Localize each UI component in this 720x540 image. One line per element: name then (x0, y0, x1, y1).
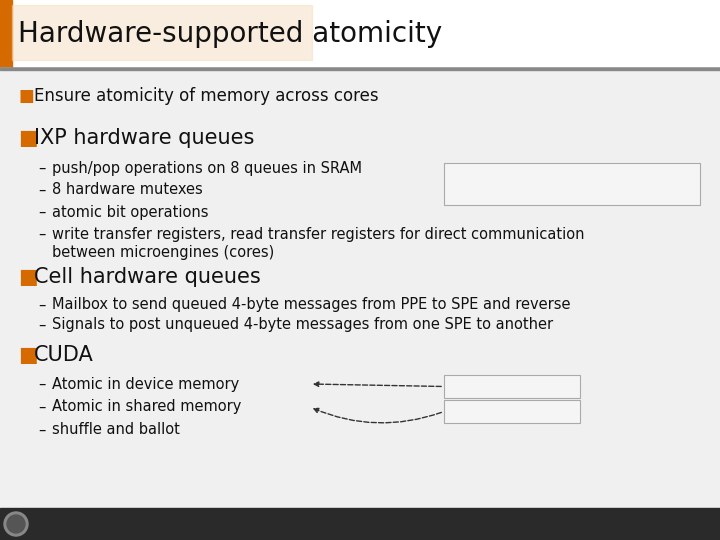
Bar (0, 68, 720, 70)
Text: IXP hardware queues: IXP hardware queues (34, 128, 254, 148)
Text: simula: simula (592, 519, 622, 529)
Text: “push/pop” is badly named:
they are queues, not stacks: “push/pop” is badly named: they are queu… (450, 173, 596, 195)
Text: –: – (38, 318, 45, 333)
Text: ■: ■ (18, 87, 34, 105)
Text: ■: ■ (18, 345, 37, 365)
Text: ■: ■ (18, 267, 37, 287)
Bar (12, 5, 312, 60)
Text: [ simula: [ simula (564, 519, 600, 529)
Bar (444, 375, 580, 398)
Bar (444, 400, 580, 423)
Circle shape (7, 515, 25, 533)
Text: –: – (38, 376, 45, 392)
Text: Ensure atomicity of memory across cores: Ensure atomicity of memory across cores (34, 87, 379, 105)
Bar (0, 508, 720, 540)
Text: shuffle and ballot: shuffle and ballot (52, 422, 180, 437)
Text: Atomic in device memory: Atomic in device memory (52, 376, 239, 392)
Text: CUDA: CUDA (34, 345, 94, 365)
Text: . research laboratory ]: . research laboratory ] (624, 519, 720, 529)
Bar (444, 163, 700, 205)
Text: –: – (38, 400, 45, 415)
Text: push/pop operations on 8 queues in SRAM: push/pop operations on 8 queues in SRAM (52, 160, 362, 176)
Text: –: – (38, 205, 45, 219)
Circle shape (4, 512, 28, 536)
Bar (0, 0, 720, 68)
Text: ■: ■ (18, 128, 37, 148)
Text: Mailbox to send queued 4-byte messages from PPE to SPE and reverse: Mailbox to send queued 4-byte messages f… (52, 298, 570, 313)
Text: atomic bit operations: atomic bit operations (52, 205, 209, 219)
Text: Atomic in shared memory: Atomic in shared memory (52, 400, 241, 415)
Text: Cell hardware queues: Cell hardware queues (34, 267, 261, 287)
Text: University of Oslo: University of Oslo (32, 519, 112, 529)
Text: rather fast: rather fast (485, 407, 539, 416)
Text: –: – (38, 183, 45, 198)
Text: –: – (38, 226, 45, 241)
Text: Signals to post unqueued 4-byte messages from one SPE to another: Signals to post unqueued 4-byte messages… (52, 318, 553, 333)
Text: really slow: really slow (484, 381, 540, 391)
Text: [: [ (708, 519, 714, 529)
Text: Hardware-supported atomicity: Hardware-supported atomicity (18, 20, 442, 48)
Text: –: – (38, 422, 45, 437)
Text: between microengines (cores): between microengines (cores) (52, 245, 274, 260)
Text: 8 hardware mutexes: 8 hardware mutexes (52, 183, 203, 198)
Bar (0, 0, 12, 68)
Text: write transfer registers, read transfer registers for direct communication: write transfer registers, read transfer … (52, 226, 585, 241)
Text: INF5063: INF5063 (341, 519, 379, 529)
Text: –: – (38, 298, 45, 313)
Text: –: – (38, 160, 45, 176)
